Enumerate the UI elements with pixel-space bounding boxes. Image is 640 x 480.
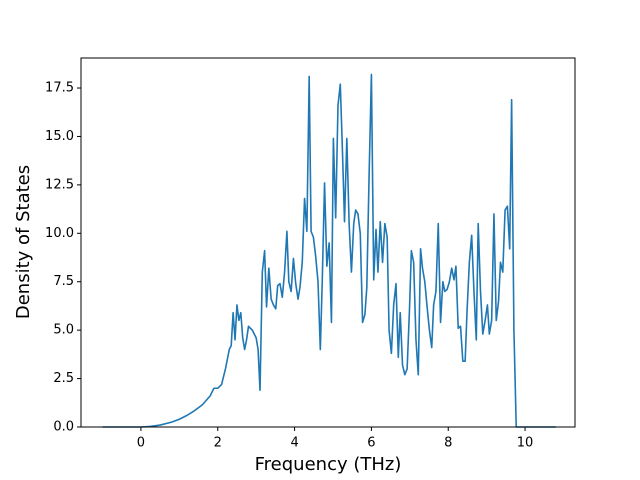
y-tick-label: 12.5 (45, 177, 74, 192)
y-tick-label: 10.0 (45, 226, 74, 241)
x-tick-label: 8 (444, 436, 452, 451)
axes-frame (80, 57, 576, 428)
x-tick-label: 2 (214, 436, 222, 451)
y-tick-label: 7.5 (53, 274, 74, 289)
x-tick-label: 4 (290, 436, 298, 451)
y-tick-label: 2.5 (53, 371, 74, 386)
x-tick-label: 0 (137, 436, 145, 451)
y-tick-label: 0.0 (53, 420, 74, 435)
line (102, 73, 556, 428)
x-tick-label: 10 (517, 436, 534, 451)
y-tick-label: 17.5 (45, 81, 74, 96)
y-axis-label: Density of States (13, 165, 34, 319)
y-tick-label: 5.0 (53, 323, 74, 338)
x-axis-label: Frequency (THz) (255, 454, 402, 475)
y-tick-label: 15.0 (45, 129, 74, 144)
x-tick-label: 6 (367, 436, 375, 451)
